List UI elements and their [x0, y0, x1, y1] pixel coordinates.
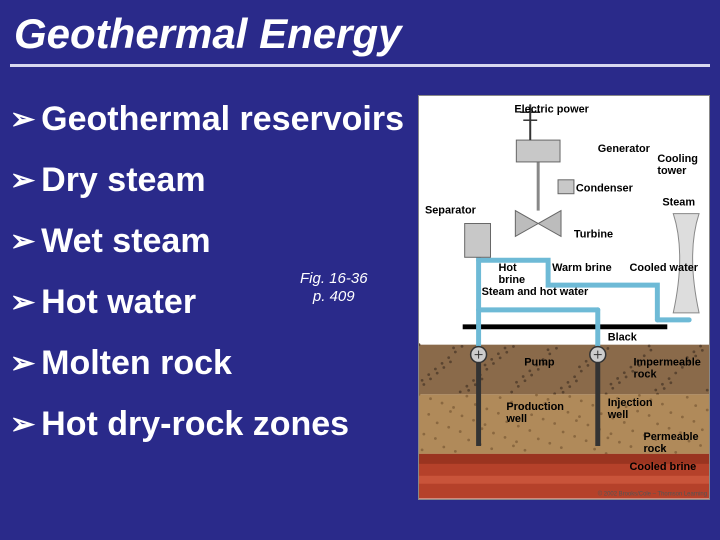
bullet-arrow-icon: ➢: [10, 100, 35, 139]
caption-line: p. 409: [300, 288, 368, 306]
svg-text:Steam: Steam: [662, 197, 695, 209]
caption-line: Fig. 16-36: [300, 270, 368, 288]
geothermal-diagram: Electric power Generator Coolingtower Conde…: [418, 95, 710, 500]
svg-text:Generator: Generator: [598, 143, 651, 155]
svg-text:rock: rock: [643, 443, 667, 455]
svg-text:Permeable: Permeable: [643, 431, 698, 443]
svg-text:Black: Black: [608, 332, 638, 344]
bullet-text: Molten rock: [41, 344, 232, 383]
diagram-svg: Electric power Generator Coolingtower Conde…: [419, 96, 709, 499]
svg-text:Production: Production: [506, 401, 564, 413]
svg-text:© 2002 Brooks/Cole – Thomson L: © 2002 Brooks/Cole – Thomson Learning: [598, 491, 707, 498]
bullet-arrow-icon: ➢: [10, 344, 35, 383]
bullet-arrow-icon: ➢: [10, 405, 35, 444]
bullet-item: ➢Molten rock: [10, 344, 430, 383]
slide-title: Geothermal Energy: [0, 0, 720, 64]
svg-text:Cooling: Cooling: [657, 153, 698, 165]
figure-caption: Fig. 16-36 p. 409: [300, 270, 368, 306]
svg-text:Warm brine: Warm brine: [552, 262, 612, 274]
bullet-item: ➢Dry steam: [10, 161, 430, 200]
bullet-text: Geothermal reservoirs: [41, 100, 404, 139]
bullet-arrow-icon: ➢: [10, 161, 35, 200]
bullet-text: Hot water: [41, 283, 196, 322]
svg-text:Cooled water: Cooled water: [630, 262, 699, 274]
svg-text:well: well: [607, 409, 629, 421]
bullet-text: Wet steam: [41, 222, 210, 261]
bullet-text: Dry steam: [41, 161, 205, 200]
bullet-item: ➢Hot dry-rock zones: [10, 405, 430, 444]
title-underline: [10, 64, 710, 67]
bullet-item: ➢Geothermal reservoirs: [10, 100, 430, 139]
svg-text:Turbine: Turbine: [574, 228, 613, 240]
bullet-arrow-icon: ➢: [10, 283, 35, 322]
svg-text:Hot: Hot: [498, 262, 517, 274]
svg-text:Cooled brine: Cooled brine: [630, 461, 697, 473]
slide: Geothermal Energy ➢Geothermal reservoirs…: [0, 0, 720, 540]
svg-text:Pump: Pump: [524, 357, 555, 369]
bullet-text: Hot dry-rock zones: [41, 405, 349, 444]
svg-text:rock: rock: [634, 368, 658, 380]
svg-text:Injection: Injection: [608, 397, 653, 409]
svg-text:Impermeable: Impermeable: [634, 357, 701, 369]
svg-text:Electric power: Electric power: [514, 103, 589, 115]
bullet-item: ➢Wet steam: [10, 222, 430, 261]
svg-text:well: well: [505, 413, 527, 425]
bullet-arrow-icon: ➢: [10, 222, 35, 261]
svg-text:Condenser: Condenser: [576, 183, 634, 195]
svg-text:brine: brine: [498, 274, 525, 286]
svg-text:Steam and hot water: Steam and hot water: [482, 286, 589, 298]
svg-text:Separator: Separator: [425, 205, 477, 217]
svg-text:tower: tower: [657, 165, 687, 177]
